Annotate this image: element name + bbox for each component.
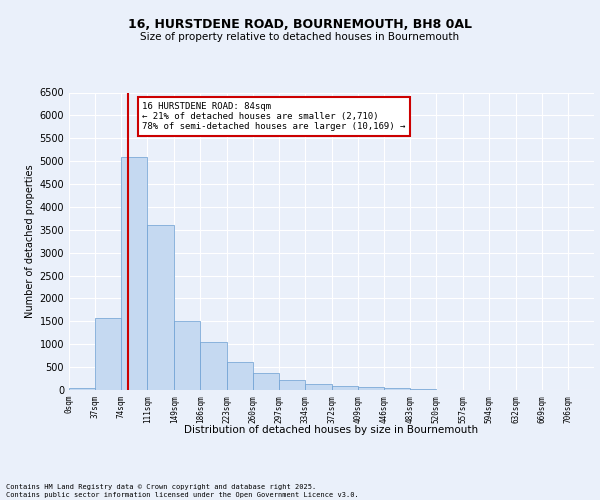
Bar (227, 362, 253, 390)
Bar (200, 342, 227, 390)
Bar (410, 389, 436, 390)
Bar (69, 388, 95, 390)
Text: Size of property relative to detached houses in Bournemouth: Size of property relative to detached ho… (140, 32, 460, 42)
Bar (305, 384, 332, 390)
Bar (384, 388, 410, 390)
Bar (174, 322, 200, 390)
Y-axis label: Number of detached properties: Number of detached properties (25, 164, 35, 318)
Bar (279, 380, 305, 390)
Text: Contains HM Land Registry data © Crown copyright and database right 2025.
Contai: Contains HM Land Registry data © Crown c… (6, 484, 359, 498)
Bar (148, 225, 174, 390)
Bar (332, 386, 358, 390)
Bar (95, 318, 121, 390)
Text: 16 HURSTDENE ROAD: 84sqm
← 21% of detached houses are smaller (2,710)
78% of sem: 16 HURSTDENE ROAD: 84sqm ← 21% of detach… (142, 102, 406, 132)
Bar (121, 156, 148, 390)
Text: 16, HURSTDENE ROAD, BOURNEMOUTH, BH8 0AL: 16, HURSTDENE ROAD, BOURNEMOUTH, BH8 0AL (128, 18, 472, 30)
Bar (253, 372, 279, 390)
Bar (358, 388, 384, 390)
X-axis label: Distribution of detached houses by size in Bournemouth: Distribution of detached houses by size … (184, 426, 479, 436)
